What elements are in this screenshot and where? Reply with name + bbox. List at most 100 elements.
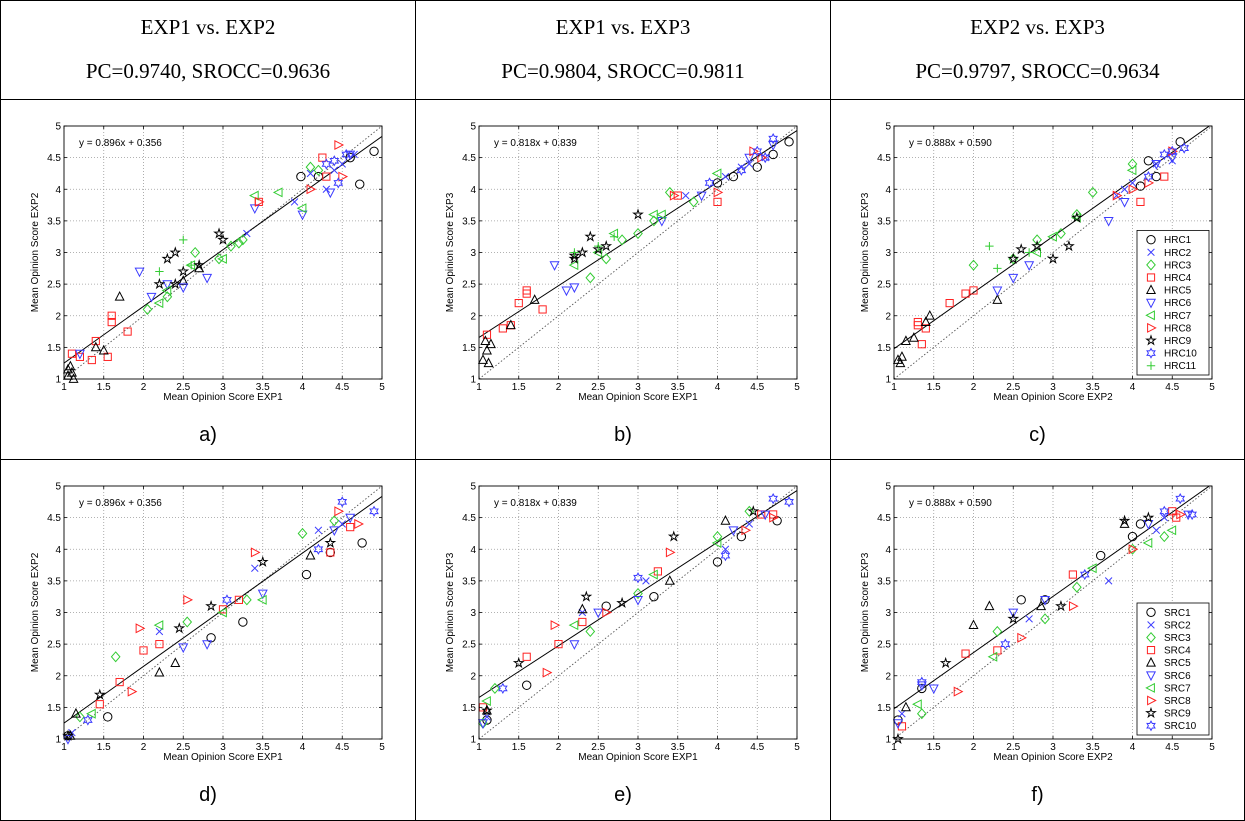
data-point [1007, 612, 1020, 624]
series-8 [254, 139, 349, 207]
y-tick-label: 1 [470, 735, 476, 746]
x-tick-label: 2.5 [1006, 382, 1020, 393]
data-point [127, 686, 138, 697]
y-tick-label: 4.5 [47, 513, 61, 524]
series-9 [62, 536, 337, 741]
x-tick-label: 5 [1209, 382, 1215, 393]
series-6 [892, 510, 1194, 729]
x-tick-label: 5 [379, 382, 385, 393]
x-tick-label: 4.5 [1165, 382, 1179, 393]
data-point [1040, 613, 1050, 625]
y-tick-label: 2.5 [462, 640, 476, 651]
data-point [747, 505, 760, 517]
x-tick-label: 1 [891, 742, 897, 753]
data-point [146, 292, 157, 303]
data-point [1120, 185, 1129, 194]
panel-c: 1 1.5 2 2.5 3 3.5 4 4.5 5 1 1.5 2 2.5 3 3.5 4 4.5 5 Mean O… [830, 99, 1245, 460]
data-point [338, 160, 347, 168]
data-point [238, 617, 248, 627]
data-point [1118, 514, 1131, 526]
y-tick-label: 1 [885, 375, 891, 386]
data-point [992, 625, 1003, 638]
data-point [66, 366, 77, 377]
y-tick-label: 2 [885, 311, 891, 322]
x-tick-label: 5 [379, 742, 385, 753]
data-point [665, 547, 676, 558]
data-point [67, 349, 77, 358]
x-tick-label: 1.5 [512, 382, 526, 393]
data-point [741, 525, 752, 536]
y-axis-label: Mean Opinion Score EXP3 [860, 552, 871, 672]
legend-marker [1147, 248, 1155, 257]
data-point [322, 172, 331, 181]
data-point [153, 620, 164, 631]
y-tick-label: 3.5 [47, 576, 61, 587]
x-tick-label: 3 [1050, 742, 1056, 753]
data-point [987, 651, 998, 662]
legend-marker [1145, 334, 1157, 346]
x-tick-label: 2 [141, 382, 147, 393]
data-point [917, 683, 927, 694]
data-point [669, 190, 680, 201]
data-point [1112, 191, 1121, 200]
data-point [1152, 526, 1161, 535]
data-point [1040, 595, 1051, 606]
data-point [482, 330, 492, 339]
data-point [153, 298, 164, 309]
data-point [1179, 142, 1190, 154]
data-point [1031, 239, 1043, 252]
legend-label: HRC3 [1164, 260, 1192, 271]
data-point [1119, 198, 1130, 208]
data-point [1056, 227, 1066, 240]
legend-marker [1146, 646, 1156, 655]
data-point [296, 203, 307, 214]
y-tick-label: 1.5 [462, 343, 476, 354]
data-point [664, 186, 675, 198]
legend-label: SRC6 [1164, 671, 1191, 682]
x-tick-label: 4.5 [750, 382, 764, 393]
legend-marker [1147, 695, 1157, 706]
data-point [87, 355, 96, 365]
y-tick-label: 4 [885, 545, 891, 556]
series-11 [985, 241, 1034, 273]
y-tick-label: 3 [885, 608, 891, 619]
y-axis-label: Mean Opinion Score EXP2 [30, 552, 41, 672]
data-point [1168, 507, 1177, 516]
header-title: EXP1 vs. EXP3 [555, 15, 691, 39]
data-point [713, 187, 724, 198]
data-point [139, 646, 148, 655]
legend-marker [1147, 621, 1155, 629]
y-tick-label: 4 [55, 185, 61, 196]
data-point [985, 241, 994, 251]
data-point [1167, 145, 1178, 157]
legend-label: SRC7 [1164, 683, 1191, 694]
data-point [202, 640, 213, 650]
legend-marker [1145, 284, 1157, 294]
data-point [481, 344, 492, 355]
data-point [1068, 601, 1079, 612]
data-point [169, 277, 182, 290]
data-point [712, 178, 723, 188]
data-point [1008, 273, 1019, 284]
panel-b: 1 1.5 2 2.5 3 3.5 4 4.5 5 1 1.5 2 2.5 3 3.5 4 4.5 5 Mean O… [415, 99, 831, 460]
data-point [1136, 197, 1145, 207]
series-3 [585, 186, 699, 284]
panel-f: 1 1.5 2 2.5 3 3.5 4 4.5 5 1 1.5 2 2.5 3 3.5 4 4.5 5 Mean O… [830, 459, 1245, 821]
data-point [68, 728, 76, 737]
data-point [91, 336, 100, 346]
legend-marker [1145, 310, 1155, 321]
legend-label: HRC11 [1164, 361, 1196, 372]
data-point [169, 246, 182, 258]
legend-marker [1146, 235, 1156, 245]
data-point [744, 153, 755, 164]
x-tick-label: 2.5 [591, 742, 605, 753]
x-tick-label: 3 [635, 742, 641, 753]
data-point [600, 239, 613, 252]
series-10 [497, 493, 794, 695]
y-tick-label: 2 [470, 671, 476, 682]
series-2 [68, 520, 347, 737]
data-point [1142, 537, 1153, 548]
data-point [241, 594, 252, 606]
data-point [1096, 550, 1106, 561]
